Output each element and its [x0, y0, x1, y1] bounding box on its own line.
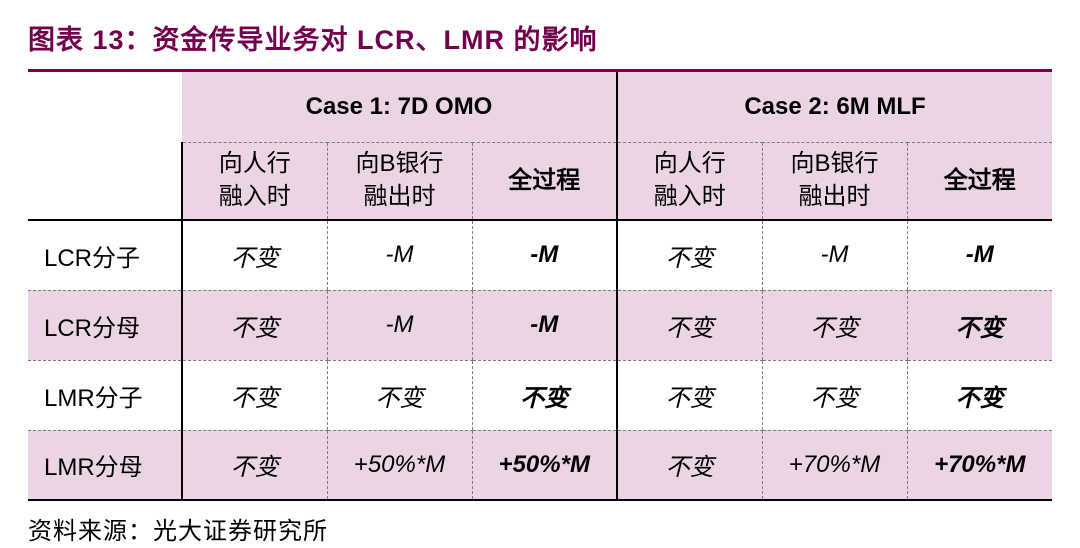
row-label: LMR分子	[28, 360, 182, 430]
data-cell: 不变	[182, 220, 327, 290]
row-label: LCR分母	[28, 290, 182, 360]
data-cell: 不变	[182, 430, 327, 500]
chart-title: 图表 13：资金传导业务对 LCR、LMR 的影响	[28, 10, 1052, 72]
data-cell: -M	[472, 290, 617, 360]
case1-header: Case 1: 7D OMO	[182, 72, 617, 142]
data-cell: 不变	[472, 360, 617, 430]
data-cell: +50%*M	[327, 430, 472, 500]
row-label: LCR分子	[28, 220, 182, 290]
data-cell: -M	[907, 220, 1052, 290]
data-table: Case 1: 7D OMO Case 2: 6M MLF 向人行融入时 向B银…	[28, 72, 1052, 501]
data-cell: -M	[327, 220, 472, 290]
data-cell: 不变	[762, 290, 907, 360]
data-cell: 不变	[617, 290, 762, 360]
data-cell: 不变	[617, 360, 762, 430]
data-cell: 不变	[327, 360, 472, 430]
data-cell: -M	[472, 220, 617, 290]
data-cell: 不变	[617, 430, 762, 500]
sub-header: 向人行融入时	[617, 142, 762, 220]
sub-header: 向B银行融出时	[327, 142, 472, 220]
data-cell: +70%*M	[762, 430, 907, 500]
sub-header: 向B银行融出时	[762, 142, 907, 220]
data-cell: 不变	[907, 290, 1052, 360]
source-text: 资料来源：光大证券研究所	[28, 501, 1052, 546]
data-cell: 不变	[182, 290, 327, 360]
table-body: LCR分子不变-M-M不变-M-MLCR分母不变-M-M不变不变不变LMR分子不…	[28, 220, 1052, 500]
data-cell: +70%*M	[907, 430, 1052, 500]
data-cell: 不变	[182, 360, 327, 430]
stub-cell	[28, 142, 182, 220]
data-cell: 不变	[762, 360, 907, 430]
data-cell: +50%*M	[472, 430, 617, 500]
case2-header: Case 2: 6M MLF	[617, 72, 1052, 142]
sub-header: 向人行融入时	[182, 142, 327, 220]
sub-header: 全过程	[472, 142, 617, 220]
data-cell: 不变	[907, 360, 1052, 430]
data-cell: -M	[762, 220, 907, 290]
data-cell: 不变	[617, 220, 762, 290]
stub-cell	[28, 72, 182, 142]
sub-header: 全过程	[907, 142, 1052, 220]
row-label: LMR分母	[28, 430, 182, 500]
data-cell: -M	[327, 290, 472, 360]
